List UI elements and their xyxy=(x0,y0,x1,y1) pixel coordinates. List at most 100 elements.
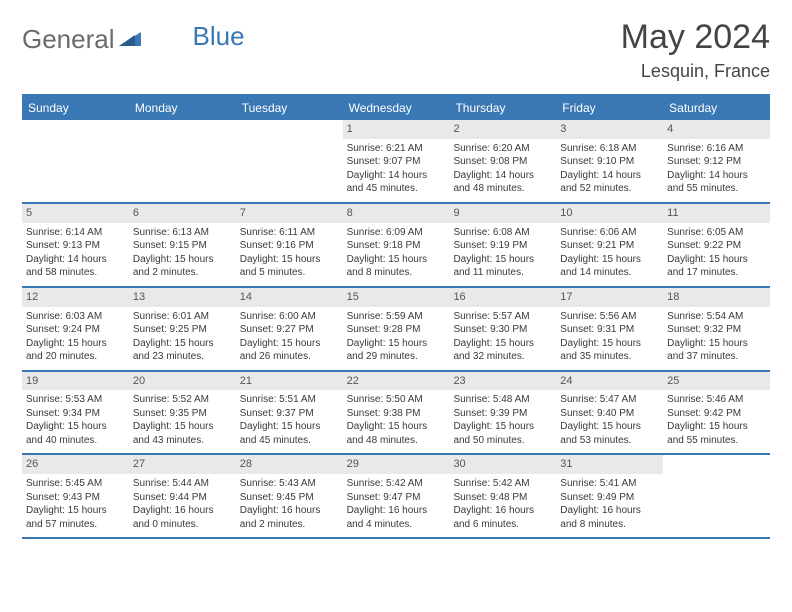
day-info-line: Daylight: 15 hours xyxy=(133,253,232,267)
empty-cell xyxy=(663,455,770,537)
day-info-line: and 58 minutes. xyxy=(26,266,125,280)
day-info-line: Sunrise: 5:57 AM xyxy=(453,310,552,324)
day-info-line: Sunset: 9:27 PM xyxy=(240,323,339,337)
day-info-line: Daylight: 15 hours xyxy=(453,253,552,267)
day-cell: 30Sunrise: 5:42 AMSunset: 9:48 PMDayligh… xyxy=(449,455,556,537)
day-info-line: Sunset: 9:22 PM xyxy=(667,239,766,253)
day-cell: 22Sunrise: 5:50 AMSunset: 9:38 PMDayligh… xyxy=(343,372,450,454)
day-number: 26 xyxy=(22,455,129,474)
day-cell: 28Sunrise: 5:43 AMSunset: 9:45 PMDayligh… xyxy=(236,455,343,537)
day-info-line: Sunset: 9:32 PM xyxy=(667,323,766,337)
day-number: 24 xyxy=(556,372,663,391)
day-info-line: Sunset: 9:07 PM xyxy=(347,155,446,169)
week-row: 1Sunrise: 6:21 AMSunset: 9:07 PMDaylight… xyxy=(22,120,770,204)
empty-cell xyxy=(22,120,129,202)
day-cell: 21Sunrise: 5:51 AMSunset: 9:37 PMDayligh… xyxy=(236,372,343,454)
day-cell: 7Sunrise: 6:11 AMSunset: 9:16 PMDaylight… xyxy=(236,204,343,286)
day-info-line: Sunrise: 5:48 AM xyxy=(453,393,552,407)
day-info-line: and 2 minutes. xyxy=(240,518,339,532)
day-info-line: Sunrise: 6:03 AM xyxy=(26,310,125,324)
day-info-line: and 52 minutes. xyxy=(560,182,659,196)
month-title: May 2024 xyxy=(621,18,770,57)
day-number: 9 xyxy=(449,204,556,223)
day-info-line: Daylight: 15 hours xyxy=(240,337,339,351)
day-info-line: Sunrise: 5:52 AM xyxy=(133,393,232,407)
day-info-line: Sunrise: 5:53 AM xyxy=(26,393,125,407)
day-info-line: Sunrise: 5:50 AM xyxy=(347,393,446,407)
day-info-line: Sunset: 9:08 PM xyxy=(453,155,552,169)
day-info-line: Daylight: 15 hours xyxy=(453,420,552,434)
day-cell: 19Sunrise: 5:53 AMSunset: 9:34 PMDayligh… xyxy=(22,372,129,454)
day-info-line: Sunrise: 5:42 AM xyxy=(347,477,446,491)
day-number: 21 xyxy=(236,372,343,391)
day-info-line: Sunset: 9:10 PM xyxy=(560,155,659,169)
day-info-line: Sunrise: 5:42 AM xyxy=(453,477,552,491)
day-info-line: and 45 minutes. xyxy=(347,182,446,196)
day-number: 30 xyxy=(449,455,556,474)
day-cell: 4Sunrise: 6:16 AMSunset: 9:12 PMDaylight… xyxy=(663,120,770,202)
day-cell: 20Sunrise: 5:52 AMSunset: 9:35 PMDayligh… xyxy=(129,372,236,454)
day-number: 3 xyxy=(556,120,663,139)
day-info-line: Sunset: 9:28 PM xyxy=(347,323,446,337)
day-cell: 24Sunrise: 5:47 AMSunset: 9:40 PMDayligh… xyxy=(556,372,663,454)
day-info-line: and 48 minutes. xyxy=(453,182,552,196)
day-info-line: Daylight: 15 hours xyxy=(240,420,339,434)
day-number: 25 xyxy=(663,372,770,391)
day-cell: 3Sunrise: 6:18 AMSunset: 9:10 PMDaylight… xyxy=(556,120,663,202)
day-number: 4 xyxy=(663,120,770,139)
day-info-line: and 57 minutes. xyxy=(26,518,125,532)
day-info-line: Daylight: 16 hours xyxy=(133,504,232,518)
day-info-line: Sunset: 9:30 PM xyxy=(453,323,552,337)
day-cell: 2Sunrise: 6:20 AMSunset: 9:08 PMDaylight… xyxy=(449,120,556,202)
day-number: 2 xyxy=(449,120,556,139)
day-info-line: Daylight: 15 hours xyxy=(347,253,446,267)
day-cell: 16Sunrise: 5:57 AMSunset: 9:30 PMDayligh… xyxy=(449,288,556,370)
day-info-line: Sunrise: 6:00 AM xyxy=(240,310,339,324)
day-info-line: Sunrise: 6:11 AM xyxy=(240,226,339,240)
day-info-line: Sunrise: 5:46 AM xyxy=(667,393,766,407)
dow-header: Thursday xyxy=(449,96,556,120)
day-number: 29 xyxy=(343,455,450,474)
day-cell: 31Sunrise: 5:41 AMSunset: 9:49 PMDayligh… xyxy=(556,455,663,537)
day-info-line: Sunrise: 6:05 AM xyxy=(667,226,766,240)
logo: General Blue xyxy=(22,24,245,55)
day-info-line: Daylight: 15 hours xyxy=(26,337,125,351)
day-info-line: Daylight: 16 hours xyxy=(453,504,552,518)
day-info-line: Daylight: 15 hours xyxy=(560,253,659,267)
day-info-line: Sunrise: 5:54 AM xyxy=(667,310,766,324)
day-info-line: Sunset: 9:47 PM xyxy=(347,491,446,505)
day-info-line: Sunset: 9:35 PM xyxy=(133,407,232,421)
title-block: May 2024 Lesquin, France xyxy=(621,18,770,82)
day-info-line: and 4 minutes. xyxy=(347,518,446,532)
day-cell: 29Sunrise: 5:42 AMSunset: 9:47 PMDayligh… xyxy=(343,455,450,537)
day-info-line: Sunrise: 6:21 AM xyxy=(347,142,446,156)
day-number: 6 xyxy=(129,204,236,223)
day-info-line: Daylight: 16 hours xyxy=(560,504,659,518)
day-cell: 14Sunrise: 6:00 AMSunset: 9:27 PMDayligh… xyxy=(236,288,343,370)
day-info-line: and 50 minutes. xyxy=(453,434,552,448)
day-cell: 11Sunrise: 6:05 AMSunset: 9:22 PMDayligh… xyxy=(663,204,770,286)
day-info-line: Sunset: 9:37 PM xyxy=(240,407,339,421)
day-info-line: Daylight: 14 hours xyxy=(347,169,446,183)
day-info-line: and 5 minutes. xyxy=(240,266,339,280)
day-info-line: Daylight: 14 hours xyxy=(560,169,659,183)
day-info-line: Daylight: 15 hours xyxy=(26,504,125,518)
day-info-line: Sunset: 9:18 PM xyxy=(347,239,446,253)
day-info-line: Daylight: 15 hours xyxy=(26,420,125,434)
day-cell: 27Sunrise: 5:44 AMSunset: 9:44 PMDayligh… xyxy=(129,455,236,537)
day-info-line: and 20 minutes. xyxy=(26,350,125,364)
day-info-line: Sunrise: 6:16 AM xyxy=(667,142,766,156)
day-info-line: Sunrise: 5:44 AM xyxy=(133,477,232,491)
day-cell: 12Sunrise: 6:03 AMSunset: 9:24 PMDayligh… xyxy=(22,288,129,370)
day-info-line: Sunset: 9:34 PM xyxy=(26,407,125,421)
day-cell: 13Sunrise: 6:01 AMSunset: 9:25 PMDayligh… xyxy=(129,288,236,370)
empty-cell xyxy=(129,120,236,202)
day-cell: 5Sunrise: 6:14 AMSunset: 9:13 PMDaylight… xyxy=(22,204,129,286)
day-info-line: and 35 minutes. xyxy=(560,350,659,364)
day-number: 12 xyxy=(22,288,129,307)
day-cell: 25Sunrise: 5:46 AMSunset: 9:42 PMDayligh… xyxy=(663,372,770,454)
day-info-line: Sunset: 9:39 PM xyxy=(453,407,552,421)
day-info-line: Sunset: 9:15 PM xyxy=(133,239,232,253)
day-info-line: and 14 minutes. xyxy=(560,266,659,280)
day-info-line: Daylight: 15 hours xyxy=(667,253,766,267)
